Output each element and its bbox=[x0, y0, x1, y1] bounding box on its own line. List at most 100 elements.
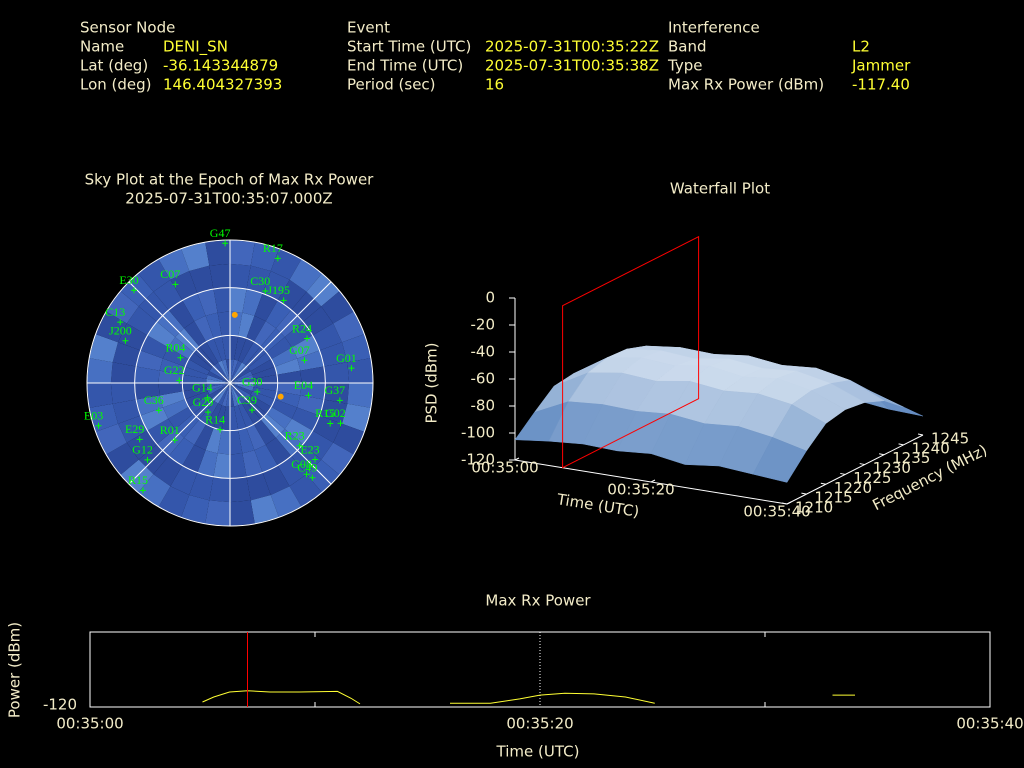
sky-cell bbox=[253, 383, 278, 392]
sky-cell bbox=[274, 358, 301, 375]
satellite-label: E23 bbox=[300, 442, 319, 456]
sky-cell bbox=[205, 240, 230, 266]
sky-cell bbox=[168, 437, 195, 466]
sky-cell bbox=[118, 415, 148, 443]
satellite-label: R04 bbox=[165, 341, 185, 355]
sky-cell bbox=[291, 407, 320, 431]
satellite-label: R15 bbox=[128, 473, 148, 487]
sky-cell bbox=[168, 337, 194, 360]
sky-cell bbox=[230, 335, 239, 360]
sky-cell bbox=[312, 323, 342, 351]
y-tick-label: 1210 bbox=[795, 499, 833, 517]
satellite-marker bbox=[204, 394, 211, 401]
sky-cell bbox=[270, 248, 302, 280]
z-tick-label: -120 bbox=[461, 451, 495, 469]
sky-cell bbox=[206, 383, 230, 388]
sky-cell bbox=[238, 403, 254, 428]
sky-cell bbox=[321, 291, 354, 324]
satellite-label: R24 bbox=[292, 321, 312, 335]
sky-cell bbox=[234, 405, 247, 430]
sky-cell bbox=[140, 335, 169, 359]
sky-cell bbox=[250, 242, 279, 272]
sky-cell bbox=[250, 494, 279, 524]
sky-cell bbox=[213, 287, 230, 313]
frequency-axis bbox=[786, 434, 924, 505]
sky-cell bbox=[230, 406, 239, 431]
sky-cell bbox=[246, 424, 266, 451]
sky-cell bbox=[199, 341, 219, 365]
sky-cell bbox=[230, 383, 254, 392]
sky-cell bbox=[147, 321, 176, 348]
sky-cell bbox=[230, 383, 242, 406]
satellite-label: G14 bbox=[192, 380, 213, 394]
sky-cell bbox=[230, 367, 251, 383]
sky-cell bbox=[248, 352, 272, 372]
cursor-plane bbox=[562, 235, 700, 469]
sky-cell bbox=[262, 465, 290, 495]
satellite-marker bbox=[176, 377, 183, 384]
x-axis-title: Time (UTC) bbox=[496, 743, 580, 761]
sky-cell bbox=[205, 427, 222, 454]
satellite-label: C49 bbox=[297, 460, 317, 474]
y-tick bbox=[781, 502, 788, 505]
sky-cell bbox=[221, 406, 230, 431]
y-tick-label: 1215 bbox=[814, 489, 852, 507]
satellite-marker bbox=[205, 409, 212, 416]
satellite-label: G47 bbox=[210, 226, 231, 240]
chart-subtitle: 2025-07-31T00:35:07.000Z bbox=[125, 190, 332, 208]
sky-cell bbox=[270, 486, 302, 518]
satellite-label: C30 bbox=[250, 274, 270, 288]
field-label: Max Rx Power (dBm) bbox=[668, 76, 824, 94]
sky-cell bbox=[182, 444, 206, 473]
satellite-marker bbox=[140, 487, 147, 494]
sky-cell bbox=[289, 259, 322, 292]
sky-cell bbox=[241, 341, 261, 365]
sky-cell bbox=[242, 450, 263, 477]
sky-cell bbox=[271, 399, 298, 419]
azimuth-spoke bbox=[229, 382, 332, 485]
y-axis-title: Power (dBm) bbox=[6, 622, 24, 718]
sky-cell bbox=[266, 337, 292, 360]
sky-cell bbox=[230, 378, 254, 383]
sky-cell bbox=[230, 374, 254, 383]
satellite-label: R15 bbox=[315, 406, 335, 420]
satellite-label: C36 bbox=[144, 393, 164, 407]
field-value: -117.40 bbox=[852, 76, 910, 94]
y-tick-label: 1240 bbox=[912, 439, 950, 457]
sky-cell bbox=[246, 472, 271, 501]
sky-cell bbox=[323, 362, 350, 383]
satellite-marker bbox=[95, 422, 102, 429]
field-value: 2025-07-31T00:35:38Z bbox=[485, 57, 659, 75]
sky-cell bbox=[181, 242, 210, 272]
field-value: DENI_SN bbox=[163, 38, 228, 57]
power-line bbox=[202, 690, 855, 705]
sky-cell bbox=[230, 359, 239, 383]
sky-cell bbox=[297, 395, 324, 416]
field-value: 16 bbox=[485, 76, 504, 94]
sky-cell bbox=[159, 391, 186, 408]
y-tick bbox=[879, 453, 885, 456]
sky-cell bbox=[185, 359, 210, 375]
sky-cell bbox=[253, 419, 276, 445]
satellite-label: E03 bbox=[84, 408, 103, 422]
field-value: Jammer bbox=[851, 57, 911, 75]
sky-cell bbox=[153, 456, 183, 487]
sky-cell bbox=[188, 394, 212, 414]
sky-cell bbox=[284, 321, 313, 348]
sky-cell bbox=[106, 442, 139, 475]
y-tick bbox=[840, 472, 846, 475]
sky-cell bbox=[253, 374, 278, 383]
chart-title: Waterfall Plot bbox=[670, 180, 770, 198]
sky-cell bbox=[136, 350, 163, 371]
sky-cell bbox=[206, 378, 230, 383]
sky-cell bbox=[253, 321, 276, 347]
y-tick-label: 1220 bbox=[834, 479, 872, 497]
satellite-marker bbox=[254, 388, 261, 395]
satellite-marker bbox=[312, 456, 319, 463]
sky-cell bbox=[234, 336, 247, 361]
sky-cell bbox=[89, 403, 119, 432]
azimuth-spoke bbox=[128, 382, 231, 485]
z-tick-label: -40 bbox=[471, 343, 496, 361]
field-label: Lon (deg) bbox=[80, 76, 152, 94]
sky-cell bbox=[291, 335, 320, 359]
